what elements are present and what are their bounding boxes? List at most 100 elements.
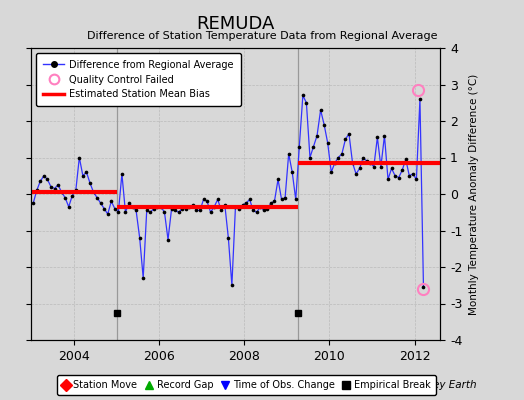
Point — [419, 284, 428, 290]
Point — [277, 196, 286, 203]
Point — [114, 209, 123, 216]
Point — [157, 204, 165, 210]
Point — [79, 172, 87, 179]
Point — [391, 172, 399, 179]
Point — [121, 209, 129, 216]
Point — [313, 132, 321, 139]
Point — [40, 172, 48, 179]
Point — [242, 200, 250, 206]
Point — [100, 206, 108, 212]
Point — [111, 206, 119, 212]
Point — [352, 171, 361, 177]
Point — [150, 206, 158, 212]
Point — [185, 204, 193, 210]
Point — [231, 204, 239, 210]
Point — [54, 182, 62, 188]
Legend: Station Move, Record Gap, Time of Obs. Change, Empirical Break: Station Move, Record Gap, Time of Obs. C… — [57, 376, 436, 395]
Point — [68, 193, 77, 199]
Point — [263, 206, 271, 212]
Point — [58, 189, 66, 195]
Point — [125, 200, 133, 206]
Point — [337, 151, 346, 157]
Legend: Difference from Regional Average, Quality Control Failed, Estimated Station Mean: Difference from Regional Average, Qualit… — [36, 53, 241, 106]
Point — [416, 96, 424, 102]
Point — [409, 171, 417, 177]
Point — [369, 164, 378, 170]
Point — [64, 204, 73, 210]
Point — [224, 234, 233, 241]
Point — [235, 206, 243, 212]
Point — [238, 202, 247, 208]
Point — [295, 143, 303, 150]
Point — [345, 130, 353, 137]
Point — [182, 206, 190, 212]
Point — [259, 207, 268, 214]
Point — [32, 187, 41, 194]
Point — [380, 132, 389, 139]
Point — [221, 202, 229, 208]
Point — [61, 194, 69, 201]
Point — [213, 196, 222, 203]
Point — [153, 204, 161, 210]
Point — [359, 154, 367, 161]
Point — [118, 171, 126, 177]
Text: Difference of Station Temperature Data from Regional Average: Difference of Station Temperature Data f… — [87, 31, 437, 41]
Point — [171, 207, 179, 214]
Point — [107, 198, 115, 204]
Point — [43, 176, 51, 182]
Point — [348, 160, 357, 166]
Point — [274, 176, 282, 182]
Point — [316, 107, 325, 113]
Point — [320, 122, 329, 128]
Point — [139, 275, 147, 281]
Point — [288, 169, 297, 175]
Point — [306, 154, 314, 161]
Title: REMUDA: REMUDA — [196, 14, 275, 32]
Point — [228, 282, 236, 288]
Point — [164, 236, 172, 243]
Point — [377, 164, 385, 170]
Point — [89, 189, 97, 195]
Point — [398, 167, 407, 174]
Y-axis label: Monthly Temperature Anomaly Difference (°C): Monthly Temperature Anomaly Difference (… — [469, 73, 479, 315]
Point — [363, 158, 371, 164]
Point — [309, 143, 318, 150]
Point — [47, 184, 55, 190]
Point — [29, 200, 37, 206]
Point — [199, 196, 208, 203]
Point — [96, 200, 105, 206]
Point — [189, 202, 197, 208]
Point — [334, 154, 343, 161]
Point — [178, 206, 187, 212]
Point — [341, 136, 350, 142]
Point — [285, 151, 293, 157]
Point — [167, 206, 176, 212]
Point — [384, 176, 392, 182]
Point — [217, 207, 225, 214]
Point — [50, 185, 59, 192]
Point — [82, 169, 91, 175]
Point — [355, 165, 364, 172]
Point — [132, 207, 140, 214]
Point — [75, 154, 83, 161]
Point — [270, 198, 279, 204]
Point — [327, 169, 335, 175]
Point — [93, 194, 101, 201]
Point — [206, 209, 215, 216]
Point — [373, 134, 381, 141]
Point — [245, 196, 254, 203]
Point — [331, 160, 339, 166]
Text: Berkeley Earth: Berkeley Earth — [400, 380, 477, 390]
Point — [401, 156, 410, 162]
Point — [291, 196, 300, 203]
Point — [395, 174, 403, 181]
Point — [104, 211, 112, 217]
Point — [160, 209, 169, 216]
Point — [387, 165, 396, 172]
Point — [146, 209, 155, 216]
Point — [203, 198, 211, 204]
Point — [249, 207, 257, 214]
Point — [192, 207, 201, 214]
Point — [136, 234, 144, 241]
Point — [128, 204, 137, 210]
